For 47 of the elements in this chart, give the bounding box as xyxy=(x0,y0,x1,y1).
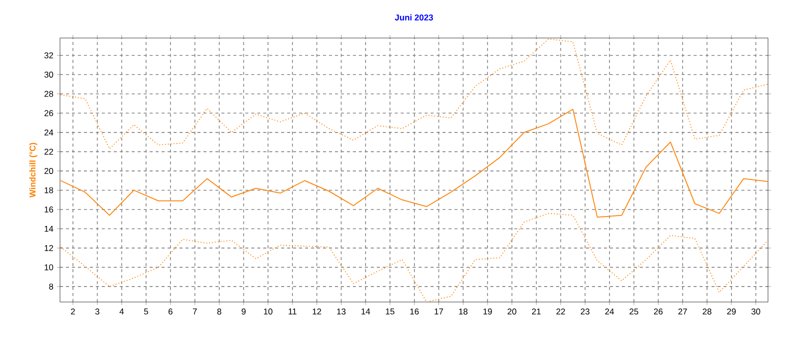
y-tick-label: 14 xyxy=(44,226,54,232)
x-tick-label: 3 xyxy=(95,308,100,315)
y-tick-label: 12 xyxy=(44,245,54,251)
line-series xyxy=(60,212,768,302)
x-tick-label: 22 xyxy=(556,308,565,314)
x-tick-label: 10 xyxy=(264,308,272,315)
y-tick-label: 16 xyxy=(44,206,54,212)
x-tick-label: 11 xyxy=(288,308,296,314)
x-tick-label: 9 xyxy=(242,308,246,315)
x-tick-label: 21 xyxy=(532,308,541,314)
x-tick-label: 17 xyxy=(434,308,444,314)
x-tick-label: 15 xyxy=(386,308,394,314)
x-tick-label: 4 xyxy=(120,308,124,314)
x-tick-label: 16 xyxy=(410,308,419,315)
y-tick-label: 8 xyxy=(49,284,54,290)
y-tick-label: 28 xyxy=(44,90,54,97)
x-tick-label: 28 xyxy=(702,308,712,315)
x-tick-label: 26 xyxy=(654,308,663,315)
y-tick-label: 32 xyxy=(44,52,54,58)
x-tick-label: 30 xyxy=(751,308,760,315)
line-series xyxy=(60,108,768,218)
y-axis-title: Windchill (°C) xyxy=(29,142,38,198)
y-tick-label: 30 xyxy=(44,72,54,78)
x-tick-label: 12 xyxy=(312,308,322,314)
y-tick-label: 20 xyxy=(44,168,54,174)
line-series xyxy=(60,38,768,150)
x-tick-label: 5 xyxy=(144,308,148,314)
x-tick-label: 8 xyxy=(217,308,222,315)
y-tick-label: 18 xyxy=(44,187,54,194)
y-tick-label: 22 xyxy=(44,148,54,155)
x-tick-label: 7 xyxy=(192,308,197,314)
x-tick-label: 25 xyxy=(630,308,638,315)
x-tick-label: 23 xyxy=(580,308,590,315)
y-tick-label: 24 xyxy=(44,129,54,136)
x-tick-label: 6 xyxy=(168,308,172,315)
x-tick-label: 14 xyxy=(362,308,370,314)
y-tick-label: 10 xyxy=(44,264,54,270)
y-tick-label: 26 xyxy=(44,110,54,116)
x-tick-label: 29 xyxy=(727,308,736,315)
x-tick-label: 24 xyxy=(605,308,614,314)
x-tick-label: 18 xyxy=(459,308,468,315)
chart-title: Juni 2023 xyxy=(394,14,433,20)
x-tick-label: 27 xyxy=(678,308,687,314)
x-tick-label: 13 xyxy=(337,308,346,315)
x-tick-label: 19 xyxy=(483,308,492,315)
x-tick-label: 20 xyxy=(508,308,516,315)
x-tick-label: 2 xyxy=(71,308,75,314)
